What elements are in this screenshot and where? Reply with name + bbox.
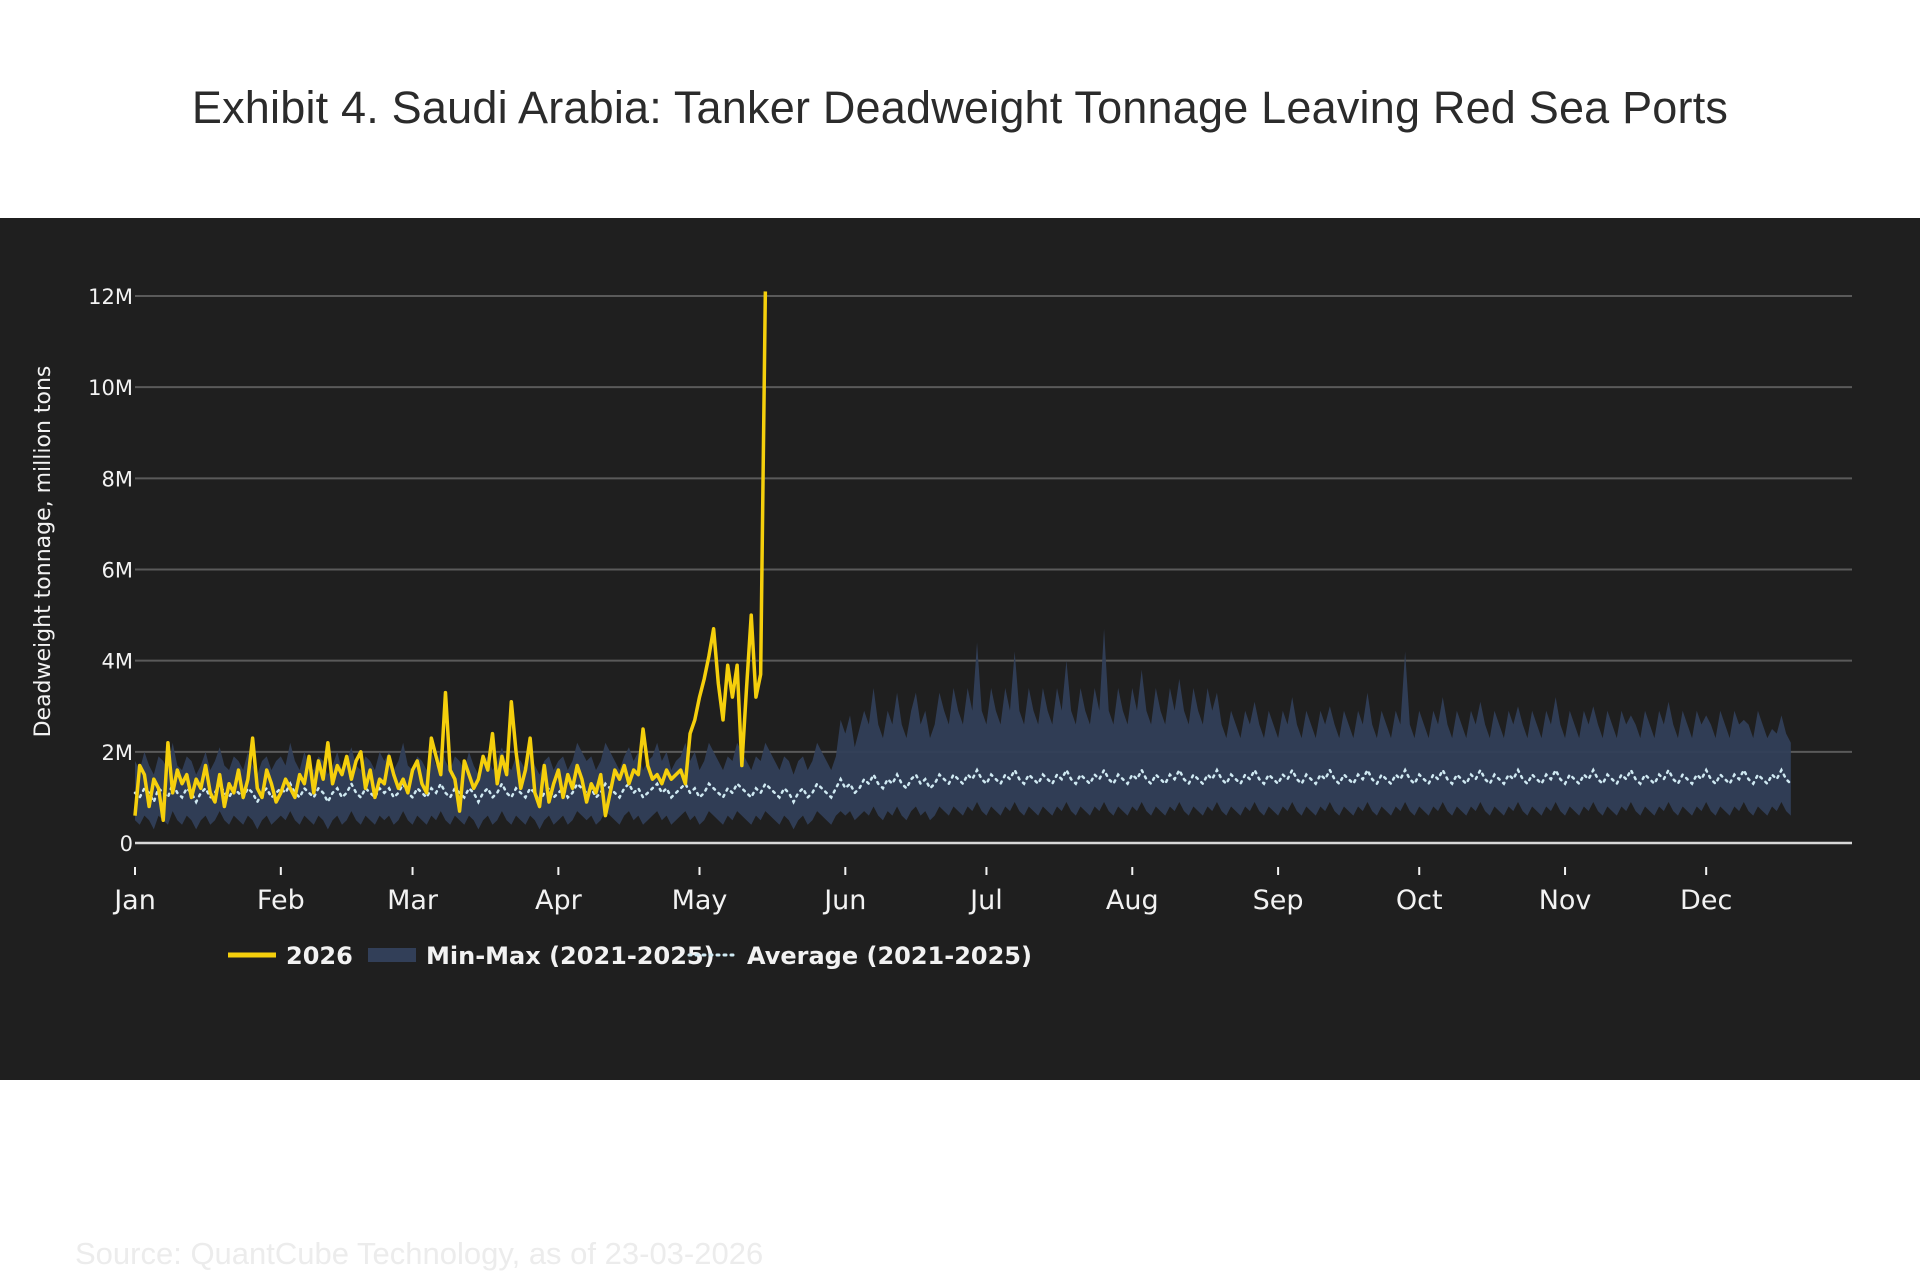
x-tick-label: Dec bbox=[1680, 885, 1732, 916]
x-tick-label: Mar bbox=[387, 885, 439, 916]
min-max-band bbox=[135, 628, 1791, 830]
chart-title: Exhibit 4. Saudi Arabia: Tanker Deadweig… bbox=[191, 82, 1729, 133]
legend-label: Min-Max (2021-2025) bbox=[426, 942, 715, 970]
grid-layer bbox=[135, 295, 1852, 845]
y-tick-label: 6M bbox=[102, 559, 133, 583]
x-tick-label: Nov bbox=[1539, 885, 1592, 916]
legend-label: 2026 bbox=[286, 942, 353, 970]
legend-swatch-band bbox=[368, 948, 416, 962]
line-2026-layer bbox=[133, 291, 768, 822]
band-layer bbox=[135, 628, 1791, 830]
legend-item[interactable]: 2026 bbox=[228, 942, 353, 970]
x-tick-label: Oct bbox=[1396, 885, 1443, 916]
chart-panel: 0 2M 4M 6M 8M 10M 12M Jan Feb Mar Apr May Jun Jul Aug S… bbox=[0, 218, 1920, 1271]
axis-layer: 0 2M 4M 6M 8M 10M 12M Jan Feb Mar Apr May Jun Jul Aug S… bbox=[31, 285, 1732, 916]
x-tick-label: Sep bbox=[1253, 885, 1304, 916]
x-tick-label: Jun bbox=[822, 885, 866, 916]
x-tick-label: Jul bbox=[968, 885, 1003, 916]
legend[interactable]: 2026 Min-Max (2021-2025) Average (2021-202… bbox=[228, 942, 1032, 970]
legend-label: Average (2021-2025) bbox=[747, 942, 1032, 970]
series-2026-line bbox=[133, 291, 768, 822]
title-band: Exhibit 4. Saudi Arabia: Tanker Deadweig… bbox=[0, 0, 1920, 218]
y-tick-label: 8M bbox=[102, 467, 133, 491]
y-tick-label: 0 bbox=[120, 832, 133, 856]
x-tick-label: Jan bbox=[112, 885, 156, 916]
y-tick-label: 10M bbox=[88, 376, 133, 400]
x-tick-label: May bbox=[672, 885, 728, 916]
x-tick-label: Aug bbox=[1106, 885, 1159, 916]
x-tick-label: Feb bbox=[257, 885, 305, 916]
y-tick-label: 2M bbox=[102, 741, 133, 765]
tonnage-chart: 0 2M 4M 6M 8M 10M 12M Jan Feb Mar Apr May Jun Jul Aug S… bbox=[31, 285, 1852, 970]
y-tick-label: 12M bbox=[88, 285, 133, 309]
legend-item[interactable]: Min-Max (2021-2025) bbox=[368, 942, 715, 970]
y-axis-title: Deadweight tonnage, million tons bbox=[31, 366, 56, 738]
legend-item[interactable]: Average (2021-2025) bbox=[687, 942, 1032, 970]
average-layer bbox=[133, 767, 1793, 806]
y-tick-label: 4M bbox=[102, 650, 133, 674]
x-tick-label: Apr bbox=[535, 885, 583, 916]
average-series-line bbox=[133, 767, 1793, 806]
source-note: Source: QuantCube Technology, as of 23-0… bbox=[75, 1236, 764, 1271]
